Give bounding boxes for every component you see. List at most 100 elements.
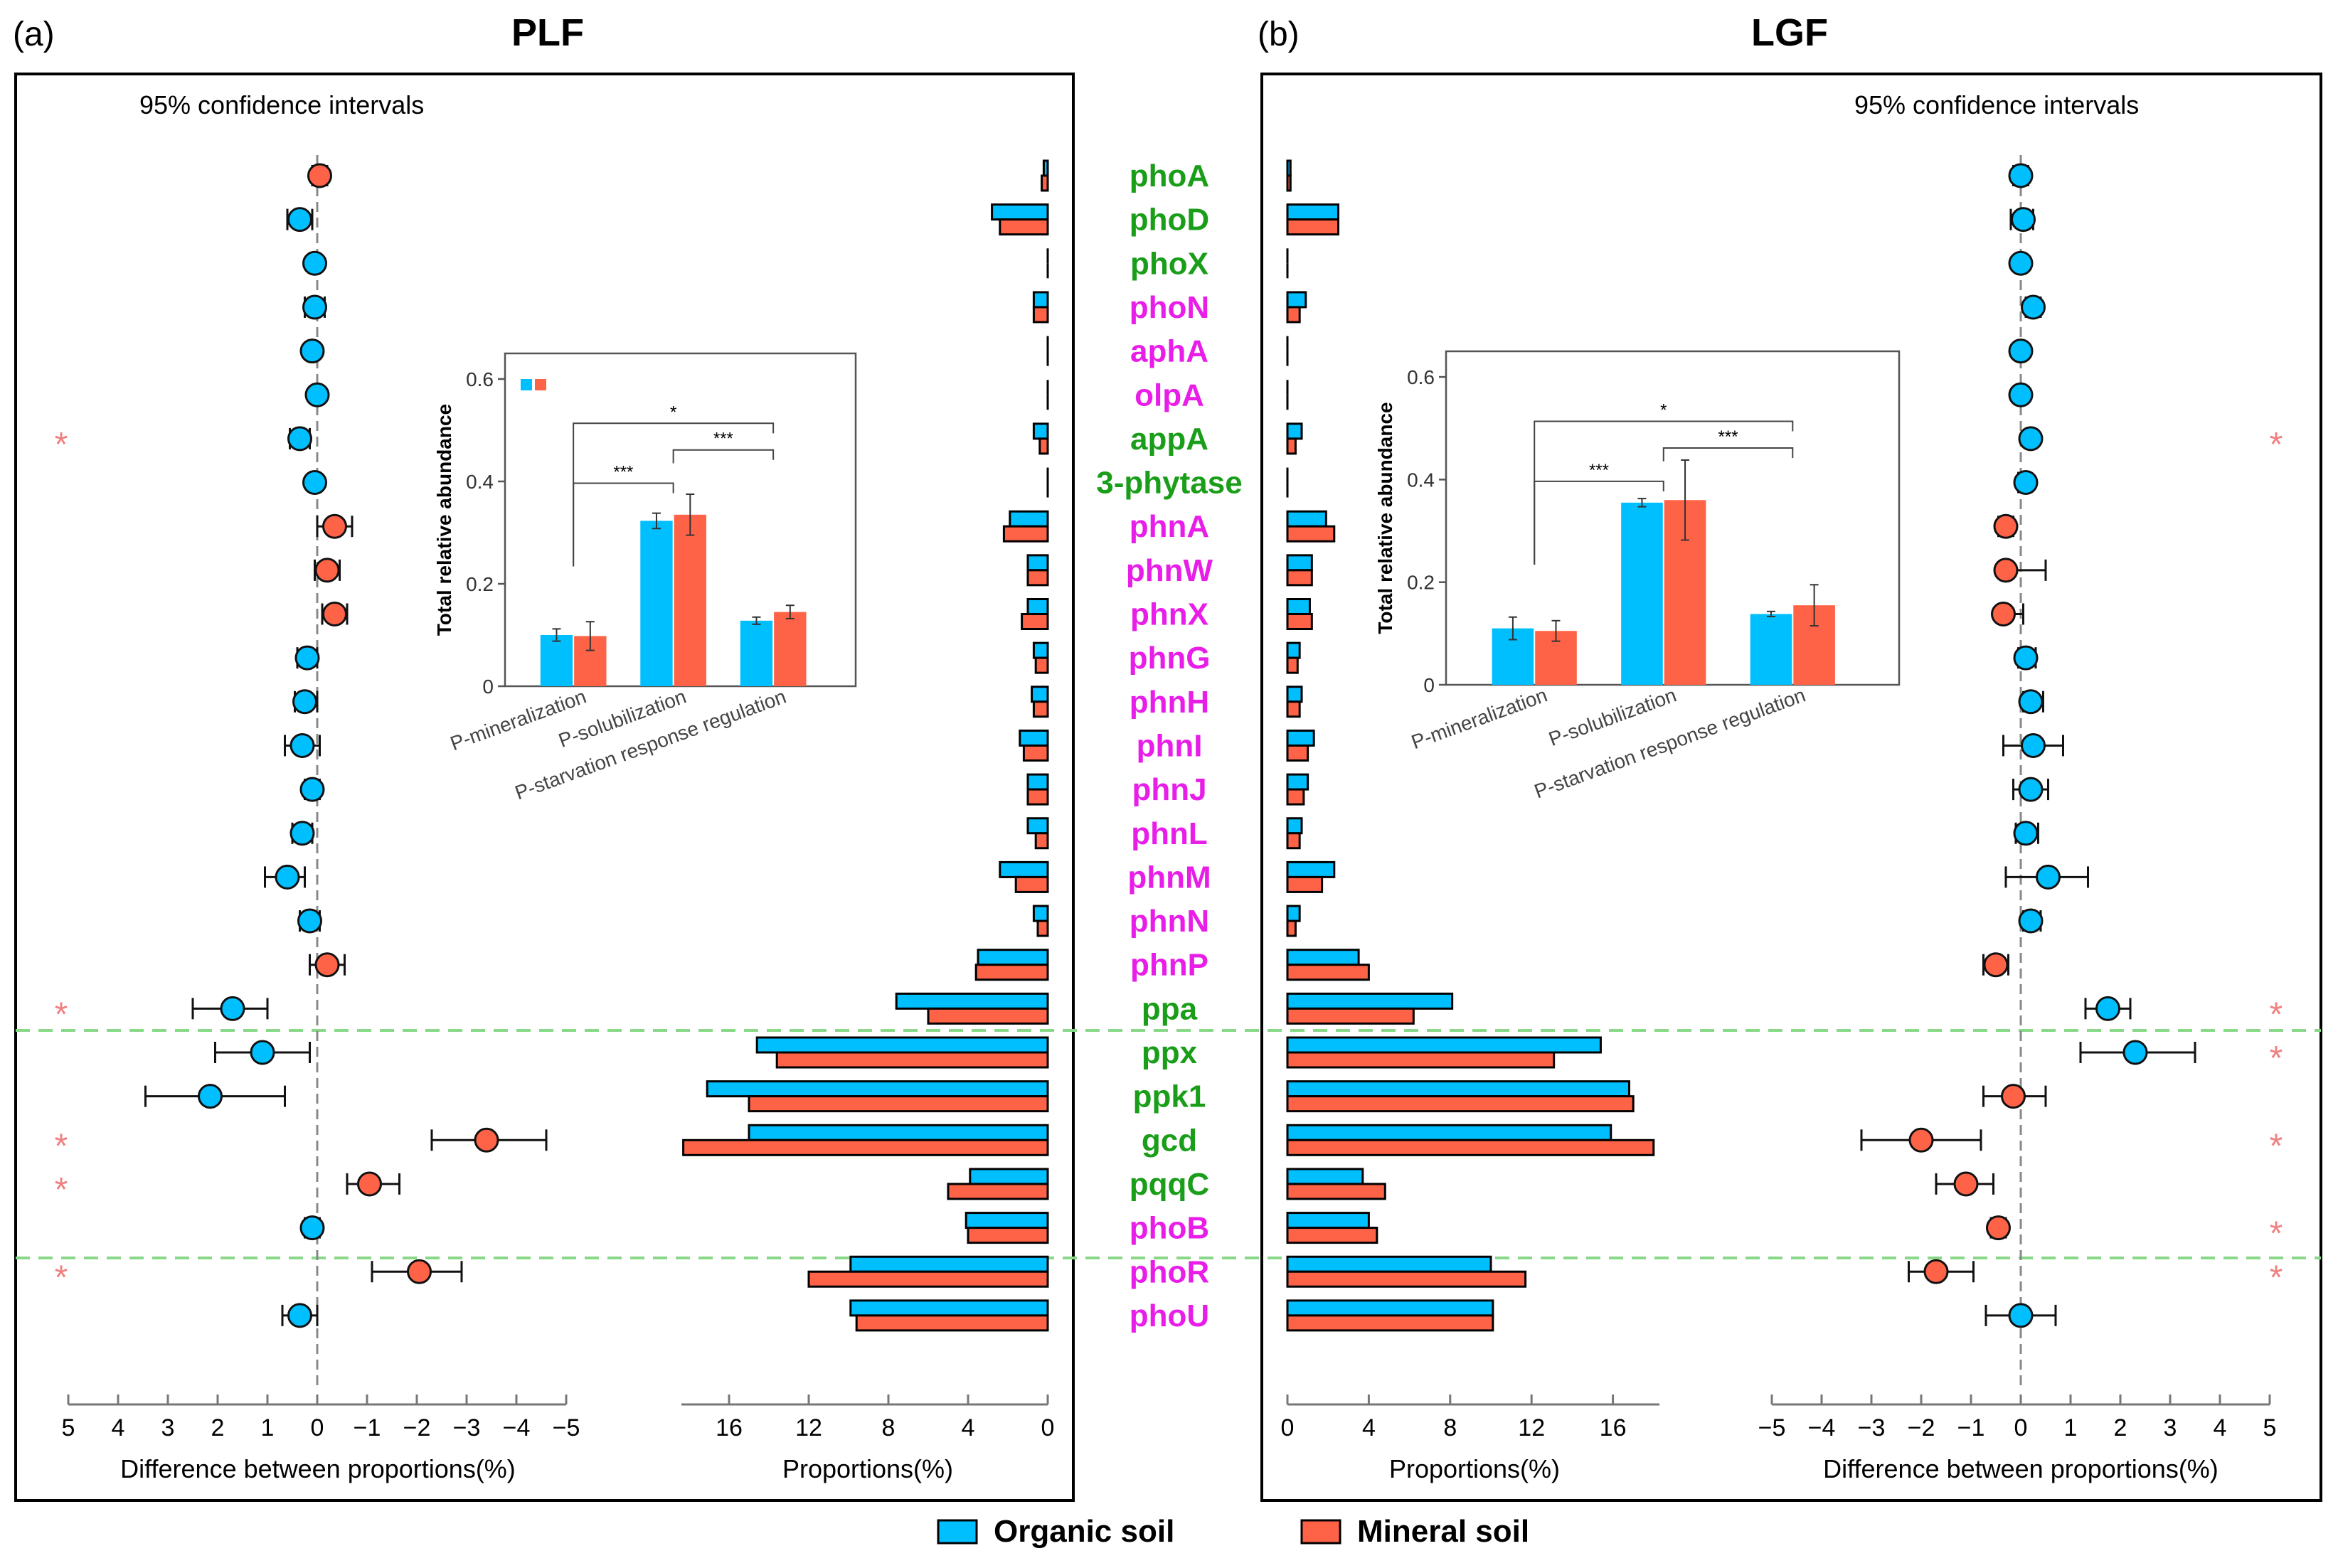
lgf-ci-point-pqqC xyxy=(1953,1171,1979,1197)
plf-ci-significance-star: * xyxy=(55,996,68,1033)
plf-bar-organic-phnJ xyxy=(1026,773,1049,791)
gene-label-phoN: phoN xyxy=(1130,290,1209,325)
lgf-bar-mineral-phnL xyxy=(1286,832,1301,850)
plf-diff-axis-label: Difference between proportions(%) xyxy=(120,1454,516,1483)
lgf-bar-organic-phnA xyxy=(1286,510,1327,528)
lgf-bar-organic-phnH xyxy=(1286,686,1303,703)
plf-bar-organic-gcd xyxy=(748,1124,1049,1141)
lgf-ci-point-phoU xyxy=(2008,1303,2034,1328)
plf-inset-legend-mineral-swatch xyxy=(535,379,546,390)
gene-label-phoD: phoD xyxy=(1130,203,1209,238)
gene-label-phnW: phnW xyxy=(1126,553,1213,588)
lgf-ci-point-phoX xyxy=(2008,250,2034,276)
lgf-ci-significance-star: * xyxy=(2270,1215,2283,1253)
plf-bar-mineral-phnW xyxy=(1026,569,1049,587)
plf-inset-y-tick-label: 0.6 xyxy=(466,368,494,390)
lgf-bar-organic-phnG xyxy=(1286,641,1301,659)
plf-bar-mineral-phnX xyxy=(1021,613,1049,630)
plf-bar-organic-ppa xyxy=(895,992,1049,1010)
plf-bar-organic-ppk1 xyxy=(706,1080,1049,1098)
lgf-bar-organic-ppx xyxy=(1286,1036,1602,1054)
lgf-bar-mineral-phnN xyxy=(1286,919,1297,937)
lgf-ci-significance-star: * xyxy=(2270,426,2283,464)
legend-mineral-label: Mineral soil xyxy=(1357,1514,1529,1549)
plf-ci-point-phnI xyxy=(289,732,315,758)
plf-bar-organic-phnA xyxy=(1009,510,1049,528)
lgf-ci-point-phnX xyxy=(1991,602,2016,626)
lgf-x-tick-label: 4 xyxy=(1362,1414,1376,1441)
plf-bar-organic-phnG xyxy=(1032,641,1049,659)
plf-inset-bar-organic-0 xyxy=(540,635,573,686)
plf-inset-bar-organic-2 xyxy=(740,620,773,686)
plf-ci-point-phnL xyxy=(289,821,315,846)
plf-ci-point-phoD xyxy=(287,207,312,233)
plf-ci-significance-star: * xyxy=(55,1259,68,1296)
plf-bar-organic-phnM xyxy=(999,860,1049,878)
plf-ci-point-phnA xyxy=(322,513,347,539)
lgf-proportion-bar-chart: 0 4 8 12 16 xyxy=(1281,159,1659,1441)
panel-a-letter: (a) xyxy=(13,16,55,53)
lgf-inset-bar-organic-1 xyxy=(1621,502,1663,685)
gene-label-phnG: phnG xyxy=(1129,641,1211,676)
plf-bar-mineral-ppa xyxy=(927,1007,1049,1025)
plf-inset-significance-label: *** xyxy=(613,463,633,482)
plf-bar-mineral-gcd xyxy=(682,1138,1049,1156)
lgf-ci-x-tick-label: 3 xyxy=(2164,1414,2177,1441)
lgf-bar-mineral-phnH xyxy=(1286,700,1301,718)
plf-bar-organic-pqqC xyxy=(969,1168,1049,1185)
plf-ci-point-pqqC xyxy=(357,1171,382,1197)
lgf-bar-organic-gcd xyxy=(1286,1124,1612,1141)
lgf-inset-y-tick-label: 0 xyxy=(1423,674,1435,696)
lgf-bar-mineral-phoB xyxy=(1286,1227,1378,1244)
plf-ci-significance-star: * xyxy=(55,1127,68,1165)
plf-bar-mineral-phoN xyxy=(1032,306,1049,324)
plf-inset-legend-organic-swatch xyxy=(521,379,532,390)
gene-label-phoR: phoR xyxy=(1130,1254,1209,1289)
lgf-bar-organic-phoR xyxy=(1286,1255,1492,1273)
plf-x-tick-label: 8 xyxy=(882,1414,896,1441)
panel-a-title: PLF xyxy=(511,11,584,54)
lgf-ci-x-tick-label: 2 xyxy=(2114,1414,2127,1441)
plf-ci-point-phnW xyxy=(314,558,340,583)
lgf-bar-organic-ppa xyxy=(1286,992,1454,1010)
plf-bar-organic-phoA xyxy=(1042,159,1049,177)
lgf-bar-mineral-phoU xyxy=(1286,1314,1494,1332)
lgf-bar-organic-phnL xyxy=(1286,817,1303,835)
plf-inset-significance-label: * xyxy=(670,402,676,422)
lgf-bar-mineral-phnJ xyxy=(1286,788,1305,806)
plf-bar-organic-appA xyxy=(1032,422,1049,440)
lgf-inset-significance-label: *** xyxy=(1718,427,1738,447)
lgf-ci-point-phnI xyxy=(2021,732,2046,758)
gene-label-phnX: phnX xyxy=(1130,597,1208,632)
plf-x-tick-label: 12 xyxy=(795,1414,822,1441)
plf-ci-point-phoA xyxy=(307,163,332,188)
lgf-confidence-interval-plot: * * * * * * −5 −4 −3 −2 −1 0 1 2 3 4 5 xyxy=(1758,155,2283,1441)
lgf-bar-mineral-ppa xyxy=(1286,1007,1415,1025)
lgf-diff-axis-label: Difference between proportions(%) xyxy=(1823,1454,2219,1483)
lgf-bar-mineral-phoD xyxy=(1286,218,1339,236)
lgf-x-tick-label: 16 xyxy=(1600,1414,1627,1441)
plf-ci-x-tick-label: −5 xyxy=(553,1414,580,1441)
plf-bar-organic-phoN xyxy=(1032,291,1049,309)
plf-ci-point-phoU xyxy=(287,1303,312,1328)
plf-bar-organic-phnI xyxy=(1019,729,1049,747)
plf-ci-point-phnJ xyxy=(299,777,325,802)
plf-ci-x-tick-label: 2 xyxy=(211,1414,225,1441)
plf-inset-bar-mineral-1 xyxy=(674,514,706,686)
plf-bar-mineral-phnN xyxy=(1036,919,1049,937)
legend-organic-label: Organic soil xyxy=(994,1514,1174,1549)
lgf-bar-mineral-gcd xyxy=(1286,1138,1655,1156)
lgf-ci-point-phnP xyxy=(1983,952,2009,978)
lgf-ci-point-olpA xyxy=(2008,382,2034,407)
lgf-ci-x-tick-label: −2 xyxy=(1908,1414,1935,1441)
plf-bar-organic-phnP xyxy=(977,949,1049,966)
lgf-ci-point-phnL xyxy=(2013,821,2039,846)
plf-ci-point-gcd xyxy=(474,1127,499,1153)
plf-ci-point-aphA xyxy=(299,338,325,364)
lgf-ci-x-tick-label: 4 xyxy=(2214,1414,2227,1441)
plf-bar-mineral-phoD xyxy=(999,218,1049,236)
plf-bar-mineral-phoB xyxy=(967,1227,1049,1244)
lgf-ci-x-tick-label: −1 xyxy=(1957,1414,1985,1441)
plf-inset-significance-bracket xyxy=(672,449,775,464)
